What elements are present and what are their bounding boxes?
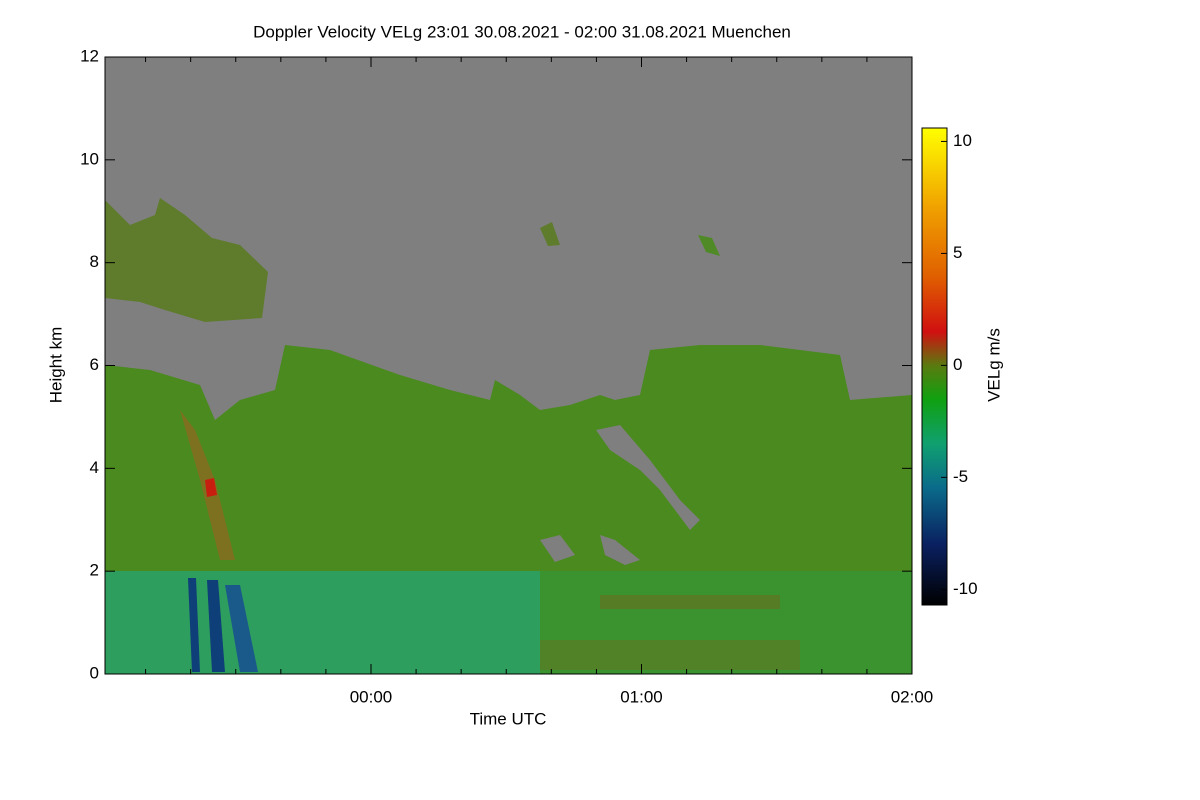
fall-streak — [188, 578, 200, 672]
colorbar-frame — [921, 127, 948, 606]
drizzle — [600, 595, 780, 609]
upper-cloud — [698, 235, 720, 256]
y-tick-label: 4 — [90, 458, 99, 477]
colorbar-tick-label: 5 — [953, 243, 962, 262]
cloud-gap — [540, 535, 575, 562]
colorbar — [922, 128, 947, 605]
y-tick-label: 12 — [80, 46, 99, 65]
boundary-layer — [105, 571, 540, 674]
x-axis-label: Time UTC — [470, 709, 547, 728]
x-tick-label: 02:00 — [891, 687, 934, 706]
fall-streak — [225, 585, 258, 672]
fall-streak — [207, 580, 225, 672]
colorbar-tick-label: -10 — [953, 579, 978, 598]
y-tick-label: 6 — [90, 355, 99, 374]
y-axis-label: Height km — [46, 327, 65, 404]
drizzle — [540, 640, 800, 670]
chart-title: Doppler Velocity VELg 23:01 30.08.2021 -… — [253, 22, 791, 41]
updraft-streak — [205, 478, 217, 497]
upper-cloud — [540, 222, 560, 246]
upper-cloud — [105, 198, 268, 322]
colorbar-tick-label: 0 — [953, 355, 962, 374]
colorbar-tick-label: 10 — [953, 131, 972, 150]
y-tick-label: 10 — [80, 149, 99, 168]
y-tick-label: 2 — [90, 561, 99, 580]
cloud-gap — [600, 535, 640, 565]
colorbar-tick-label: -5 — [953, 467, 968, 486]
cloud-gap — [596, 425, 700, 530]
colorbar-label: VELg m/s — [984, 328, 1003, 402]
y-tick-label: 0 — [90, 663, 99, 682]
velocity-field — [105, 57, 912, 674]
y-tick-label: 8 — [90, 252, 99, 271]
x-tick-label: 00:00 — [350, 687, 393, 706]
x-tick-label: 01:00 — [620, 687, 663, 706]
